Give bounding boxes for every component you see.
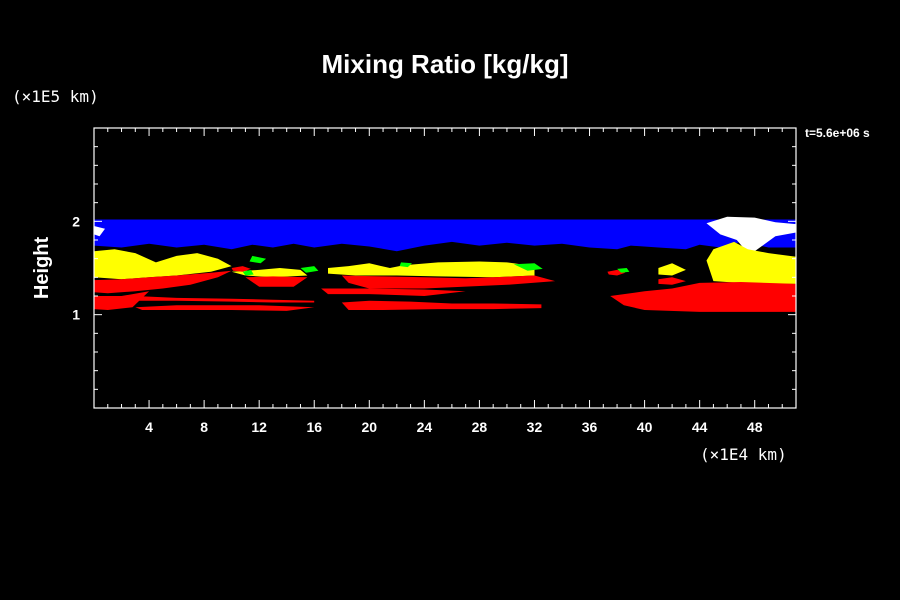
yellow-region bbox=[328, 261, 535, 278]
red-region bbox=[94, 270, 232, 294]
red-region bbox=[135, 305, 315, 311]
x-tick-label: 28 bbox=[472, 419, 488, 435]
red-region bbox=[341, 300, 542, 310]
red-region bbox=[658, 277, 686, 285]
x-tick-label: 44 bbox=[692, 419, 708, 435]
yellow-region bbox=[231, 268, 308, 278]
time-label: t=5.6e+06 s bbox=[805, 126, 870, 140]
x-axis-ticks: 4 8 12 16 20 24 28 32 36 40 44 48 bbox=[93, 128, 797, 435]
red-region bbox=[341, 275, 556, 289]
yellow-region bbox=[706, 241, 796, 284]
y-axis-label: Height bbox=[31, 237, 53, 300]
green-region bbox=[300, 266, 319, 273]
x-tick-label: 12 bbox=[251, 419, 267, 435]
x-tick-label: 4 bbox=[145, 419, 153, 435]
blue-region bbox=[94, 219, 796, 252]
x-tick-label: 40 bbox=[637, 419, 653, 435]
y-tick-label: 1 bbox=[72, 307, 80, 323]
x-tick-label: 20 bbox=[362, 419, 378, 435]
green-region bbox=[249, 255, 267, 264]
y-axis-ticks: 12 bbox=[72, 146, 796, 390]
x-tick-label: 24 bbox=[417, 419, 433, 435]
y-axis-unit: (×1E5 km) bbox=[12, 87, 99, 106]
x-tick-label: 8 bbox=[200, 419, 208, 435]
x-tick-label: 32 bbox=[527, 419, 543, 435]
red-region bbox=[231, 266, 251, 272]
red-region bbox=[321, 288, 466, 296]
yellow-region bbox=[658, 263, 686, 276]
plot-fill-regions bbox=[94, 216, 796, 312]
y-tick-label: 2 bbox=[72, 213, 80, 229]
yellow-region bbox=[94, 249, 232, 280]
green-region bbox=[617, 268, 630, 273]
chart-title: Mixing Ratio [kg/kg] bbox=[322, 49, 569, 79]
red-region bbox=[94, 291, 150, 310]
green-region bbox=[513, 263, 543, 271]
red-region bbox=[94, 296, 315, 303]
x-tick-label: 48 bbox=[747, 419, 763, 435]
x-tick-label: 16 bbox=[306, 419, 322, 435]
red-region bbox=[245, 276, 308, 287]
plot-border bbox=[93, 127, 797, 409]
x-axis-unit: (×1E4 km) bbox=[700, 445, 787, 464]
red-region bbox=[610, 282, 796, 312]
x-tick-label: 36 bbox=[582, 419, 598, 435]
plot-frame bbox=[93, 127, 797, 409]
white-region bbox=[706, 216, 796, 254]
green-region bbox=[399, 262, 412, 268]
white-region bbox=[94, 226, 105, 237]
green-region bbox=[242, 269, 254, 276]
